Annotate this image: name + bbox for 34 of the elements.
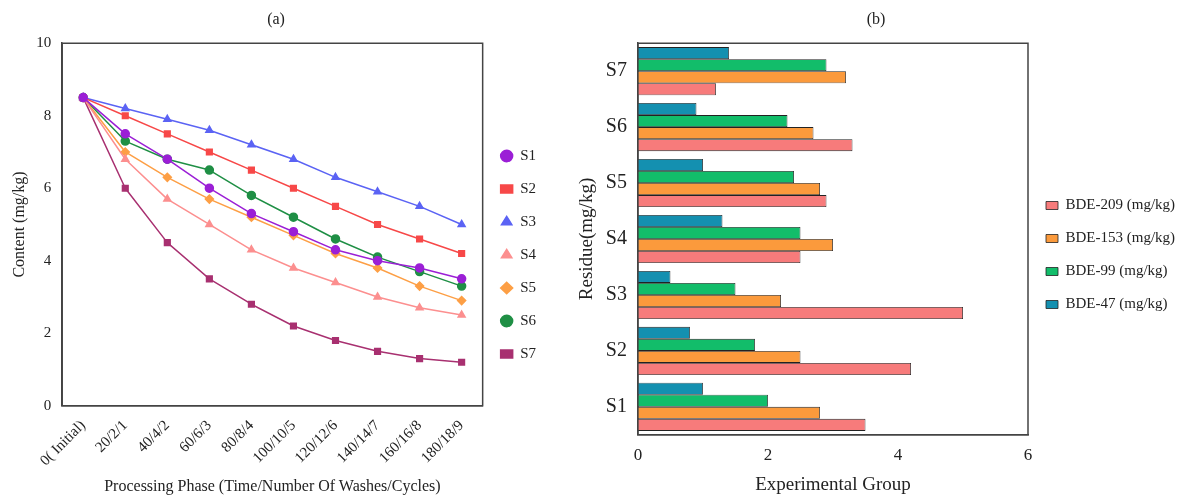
x-axis-title: Experimental Group <box>755 472 911 494</box>
y-tick-label: S5 <box>605 170 627 193</box>
y-tick-label: 2 <box>43 324 52 341</box>
y-tick-label: S6 <box>605 114 627 137</box>
x-tick-label: 0 <box>633 445 643 465</box>
chart-title: (a) <box>267 9 285 28</box>
legend-label: S1 <box>520 146 536 163</box>
legend-label: BDE-209 (mg/kg) <box>1065 196 1176 214</box>
legend-label: BDE-153 (mg/kg) <box>1065 229 1176 247</box>
legend-label: S7 <box>520 344 537 361</box>
legend-label: S5 <box>520 278 536 295</box>
legend-label: S4 <box>520 245 537 262</box>
y-tick-label: S2 <box>605 338 627 361</box>
legend-label: BDE-47 (mg/kg) <box>1065 295 1168 313</box>
y-tick-label: 4 <box>43 251 52 268</box>
legend-label: BDE-99 (mg/kg) <box>1065 262 1168 280</box>
legend-label: S3 <box>520 212 536 229</box>
y-tick-label: S1 <box>605 394 627 417</box>
y-tick-label: 8 <box>43 106 52 123</box>
y-tick-label: S4 <box>605 226 627 249</box>
x-axis-title: Processing Phase (Time/Number Of Washes/Cycles) <box>104 476 441 495</box>
y-tick-label: S7 <box>605 58 627 81</box>
y-tick-label: 0 <box>43 396 52 413</box>
x-tick-label: 2 <box>763 445 773 465</box>
y-tick-label: 6 <box>43 179 52 196</box>
y-axis-title: Residue(mg/kg) <box>575 177 598 301</box>
y-axis-title: Content (mg/kg) <box>9 171 28 278</box>
y-tick-label: S3 <box>605 282 627 305</box>
y-tick-label: 10 <box>36 34 52 51</box>
x-tick-label: 4 <box>893 445 903 465</box>
legend-label: S6 <box>520 311 537 328</box>
chart-title: (b) <box>866 9 886 28</box>
legend-label: S2 <box>520 179 536 196</box>
x-tick-label: 6 <box>1023 445 1033 465</box>
